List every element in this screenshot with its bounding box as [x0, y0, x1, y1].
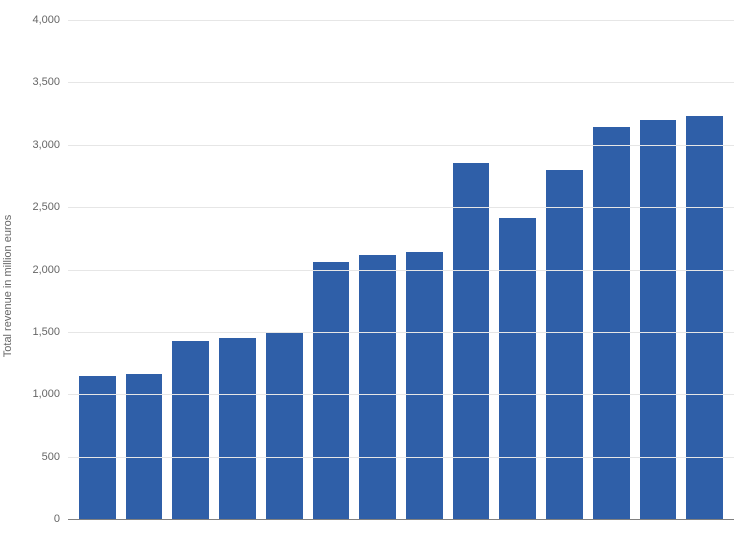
y-axis-label: Total revenue in million euros: [2, 215, 14, 357]
y-tick-label: 1,000: [32, 388, 60, 400]
grid-line: [68, 82, 734, 83]
chart-container: Total revenue in million euros 05001,000…: [0, 0, 754, 560]
bar: [172, 341, 209, 519]
bar: [266, 332, 303, 519]
y-tick-label: 1,500: [32, 326, 60, 338]
bar: [359, 255, 396, 519]
grid-line: [68, 20, 734, 21]
grid-line: [68, 207, 734, 208]
y-tick-label: 3,500: [32, 76, 60, 88]
y-tick-label: 3,000: [32, 139, 60, 151]
grid-line: [68, 457, 734, 458]
bar: [313, 262, 350, 519]
y-tick-label: 0: [54, 513, 60, 525]
grid-line: [68, 332, 734, 333]
plot-area: 05001,0001,5002,0002,5003,0003,5004,000: [68, 20, 734, 520]
bar: [453, 163, 490, 519]
bar: [499, 218, 536, 519]
bar: [546, 170, 583, 519]
bar: [640, 120, 677, 519]
y-tick-label: 2,500: [32, 201, 60, 213]
y-tick-label: 500: [42, 451, 60, 463]
bar: [219, 338, 256, 519]
y-tick-label: 2,000: [32, 264, 60, 276]
bar: [406, 252, 443, 519]
bar: [79, 376, 116, 519]
grid-line: [68, 394, 734, 395]
bar: [593, 127, 630, 519]
y-tick-label: 4,000: [32, 14, 60, 26]
grid-line: [68, 145, 734, 146]
grid-line: [68, 270, 734, 271]
bar: [126, 374, 163, 519]
bar: [686, 116, 723, 519]
